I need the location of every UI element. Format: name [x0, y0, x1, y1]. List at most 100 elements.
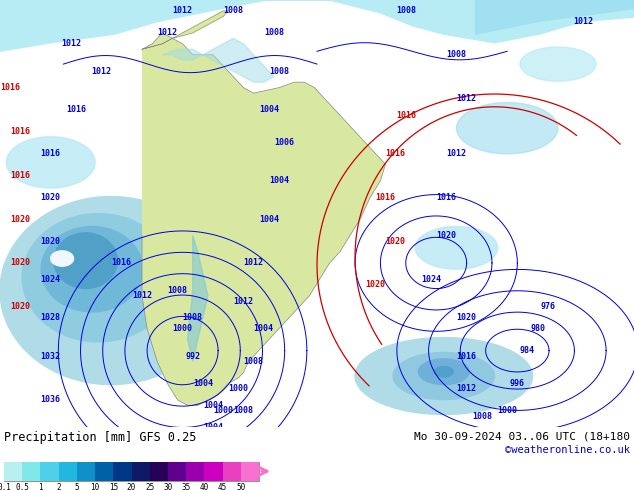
- Text: 1008: 1008: [269, 67, 289, 76]
- Polygon shape: [142, 11, 228, 49]
- Text: 1000: 1000: [228, 385, 249, 393]
- Text: 1012: 1012: [172, 6, 193, 16]
- Text: 1016: 1016: [396, 111, 416, 120]
- Text: 1020: 1020: [385, 237, 406, 245]
- Text: 1008: 1008: [167, 286, 188, 295]
- Bar: [77, 462, 95, 481]
- Polygon shape: [54, 233, 117, 289]
- Text: 1012: 1012: [243, 258, 264, 268]
- Text: 1020: 1020: [10, 215, 30, 223]
- Text: 1020: 1020: [41, 237, 61, 245]
- Text: 35: 35: [181, 483, 191, 490]
- Text: 0.5: 0.5: [15, 483, 29, 490]
- Text: 1: 1: [38, 483, 42, 490]
- Text: 20: 20: [127, 483, 136, 490]
- Text: 984: 984: [520, 346, 535, 355]
- Text: 976: 976: [540, 302, 555, 311]
- Polygon shape: [476, 0, 634, 34]
- Text: 10: 10: [91, 483, 100, 490]
- Text: 1004: 1004: [203, 423, 223, 432]
- Text: 1028: 1028: [41, 313, 61, 322]
- Text: 1004: 1004: [193, 379, 213, 388]
- Text: 1016: 1016: [66, 105, 86, 114]
- Polygon shape: [188, 236, 208, 362]
- Text: 1016: 1016: [41, 149, 61, 158]
- Polygon shape: [393, 352, 495, 399]
- Text: 1004: 1004: [259, 215, 279, 223]
- Text: 50: 50: [236, 483, 245, 490]
- Text: 15: 15: [108, 483, 118, 490]
- Text: 1012: 1012: [456, 94, 477, 103]
- Bar: [4, 462, 22, 481]
- Text: 1032: 1032: [41, 351, 61, 361]
- Text: 1008: 1008: [243, 357, 264, 366]
- Polygon shape: [0, 0, 634, 51]
- Text: ©weatheronline.co.uk: ©weatheronline.co.uk: [505, 445, 630, 456]
- Polygon shape: [41, 226, 143, 312]
- Polygon shape: [415, 226, 498, 269]
- Polygon shape: [162, 38, 274, 82]
- Text: 1012: 1012: [61, 39, 81, 49]
- Bar: [168, 462, 186, 481]
- Text: 1000: 1000: [172, 324, 193, 333]
- Text: 996: 996: [510, 379, 525, 388]
- Text: 1020: 1020: [456, 313, 477, 322]
- Text: 1004: 1004: [254, 324, 274, 333]
- Text: 980: 980: [530, 324, 545, 333]
- Text: 1012: 1012: [446, 149, 467, 158]
- Text: 1036: 1036: [41, 395, 61, 404]
- Bar: [4, 462, 259, 481]
- Text: Precipitation [mm] GFS 0.25: Precipitation [mm] GFS 0.25: [4, 431, 197, 444]
- Polygon shape: [520, 47, 596, 81]
- Text: Mo 30-09-2024 03..06 UTC (18+180: Mo 30-09-2024 03..06 UTC (18+180: [414, 431, 630, 441]
- Text: 1004: 1004: [203, 401, 223, 410]
- Bar: [131, 462, 150, 481]
- Text: 1024: 1024: [41, 275, 61, 284]
- Text: 1024: 1024: [421, 275, 441, 284]
- Text: 1012: 1012: [157, 28, 178, 37]
- Bar: [186, 462, 204, 481]
- Polygon shape: [0, 196, 222, 385]
- Bar: [204, 462, 223, 481]
- Bar: [241, 462, 259, 481]
- Polygon shape: [6, 137, 95, 188]
- Polygon shape: [22, 214, 174, 342]
- Text: 1016: 1016: [10, 171, 30, 180]
- Text: 1012: 1012: [233, 297, 254, 306]
- Bar: [58, 462, 77, 481]
- Text: 5: 5: [75, 483, 79, 490]
- Text: 30: 30: [164, 483, 172, 490]
- Text: 1000: 1000: [497, 406, 517, 416]
- Text: 1012: 1012: [132, 292, 152, 300]
- Text: 1016: 1016: [436, 193, 456, 202]
- Text: 1008: 1008: [472, 412, 492, 421]
- Bar: [150, 462, 168, 481]
- Text: 1016: 1016: [385, 149, 406, 158]
- Text: 1012: 1012: [456, 385, 477, 393]
- Text: 1008: 1008: [264, 28, 284, 37]
- Text: 1008: 1008: [396, 6, 416, 16]
- Text: 992: 992: [185, 351, 200, 361]
- Text: 1008: 1008: [233, 406, 254, 416]
- Polygon shape: [355, 338, 533, 415]
- Text: 2: 2: [56, 483, 61, 490]
- Text: 1006: 1006: [274, 138, 294, 147]
- Text: 1016: 1016: [375, 193, 396, 202]
- Bar: [41, 462, 58, 481]
- Text: 1008: 1008: [446, 50, 467, 59]
- Polygon shape: [434, 367, 453, 377]
- Text: 40: 40: [200, 483, 209, 490]
- Text: 1020: 1020: [436, 231, 456, 240]
- Text: 1004: 1004: [269, 176, 289, 185]
- Polygon shape: [51, 251, 74, 266]
- Text: 1012: 1012: [91, 67, 112, 76]
- Text: 1020: 1020: [41, 193, 61, 202]
- Text: 1004: 1004: [259, 105, 279, 114]
- Text: 0.1: 0.1: [0, 483, 11, 490]
- Text: 1020: 1020: [10, 302, 30, 311]
- Text: 1012: 1012: [573, 18, 593, 26]
- Bar: [22, 462, 41, 481]
- Polygon shape: [418, 359, 469, 385]
- Bar: [113, 462, 131, 481]
- Text: 1000: 1000: [213, 406, 233, 416]
